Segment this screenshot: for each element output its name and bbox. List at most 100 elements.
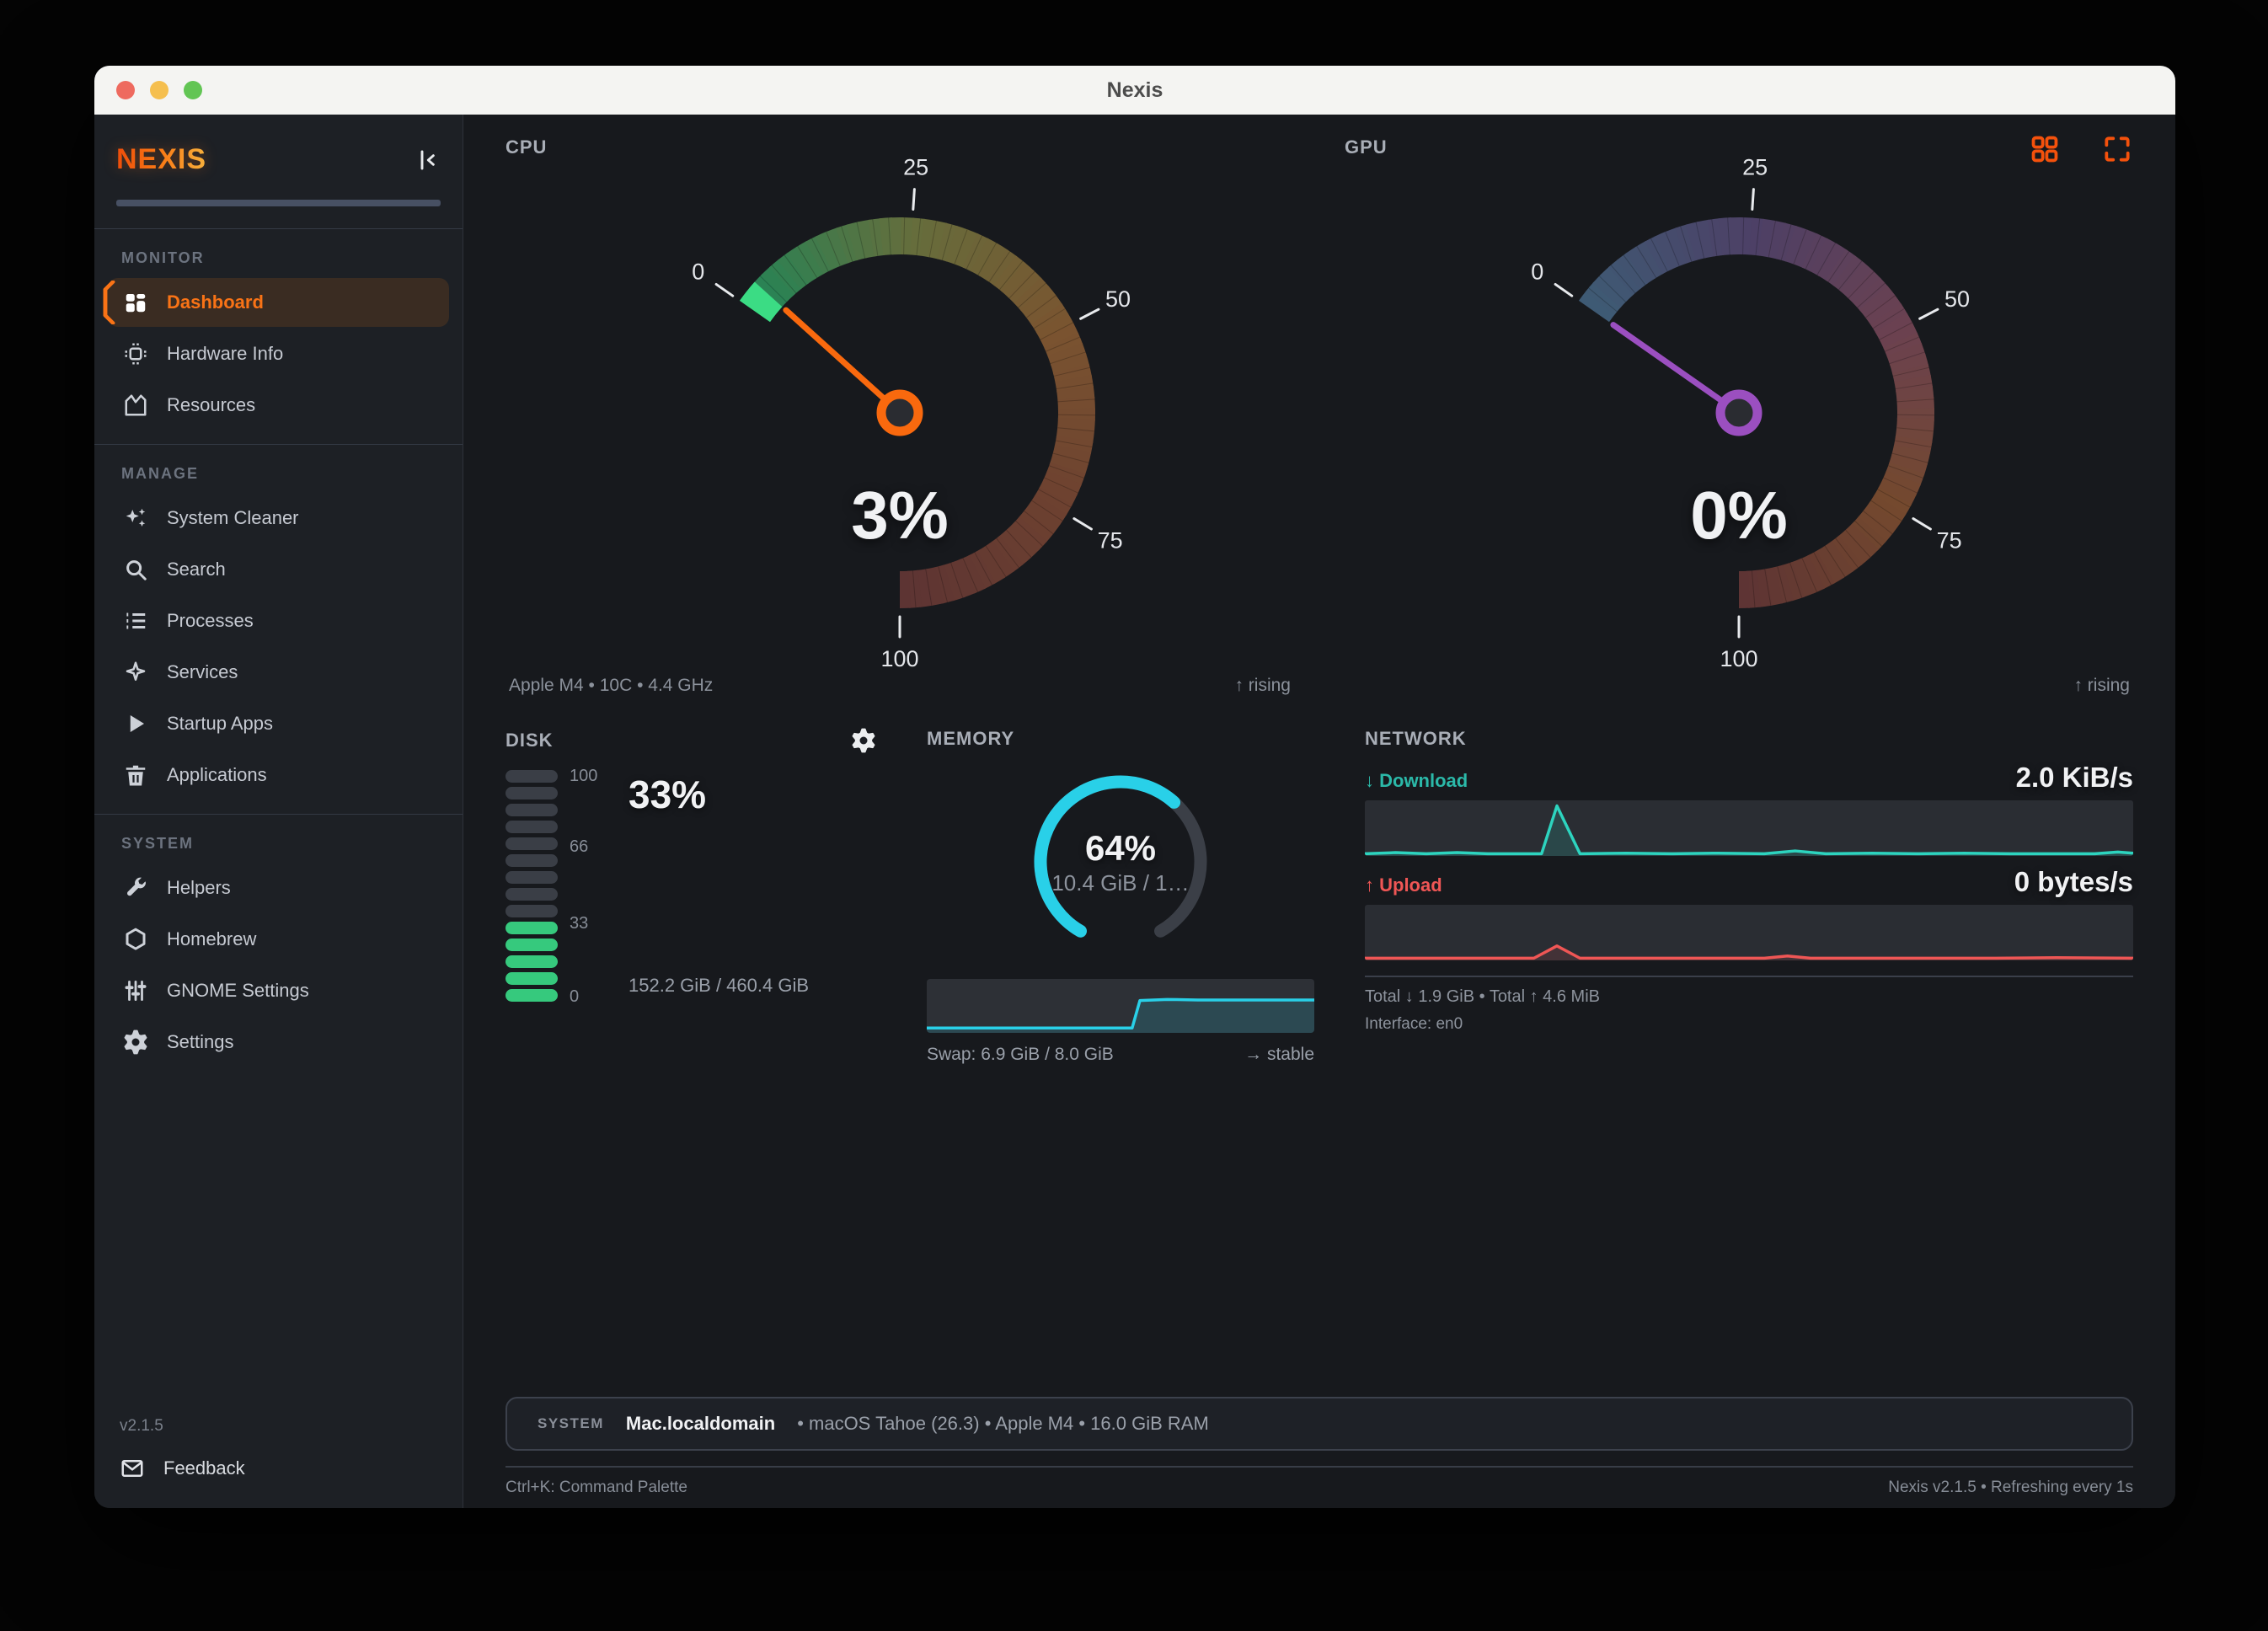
sidebar-item-applications[interactable]: Applications bbox=[108, 751, 449, 799]
disk-segment bbox=[505, 938, 558, 951]
sidebar-item-label: Processes bbox=[167, 610, 254, 631]
disk-scale-tick: 100 bbox=[570, 767, 598, 785]
hostname: Mac.localdomain bbox=[625, 1413, 776, 1434]
traffic-lights bbox=[116, 81, 202, 99]
cpu-gauge: 0 25 50 75 100 bbox=[692, 158, 1131, 671]
sidebar-item-services[interactable]: Services bbox=[108, 648, 449, 697]
disk-usage-label: 152.2 GiB / 460.4 GiB bbox=[629, 975, 810, 996]
disk-segment bbox=[505, 787, 558, 799]
network-interface: Interface: en0 bbox=[1365, 1015, 1463, 1033]
network-totals: Total ↓ 1.9 GiB • Total ↑ 4.6 MiB bbox=[1365, 987, 1600, 1006]
sparkles-icon bbox=[123, 505, 148, 531]
network-panel-title: NETWORK bbox=[1365, 728, 1467, 749]
disk-segment bbox=[505, 804, 558, 816]
cpu-caption: Apple M4 • 10C • 4.4 GHz bbox=[509, 676, 714, 695]
sidebar-item-resources[interactable]: Resources bbox=[108, 381, 449, 430]
disk-segment bbox=[505, 905, 558, 917]
sidebar-item-label: Homebrew bbox=[167, 928, 257, 949]
svg-text:50: 50 bbox=[1944, 286, 1970, 312]
disk-segment bbox=[505, 955, 558, 968]
mail-icon bbox=[120, 1456, 145, 1481]
gpu-panel: GPU 0 25 50 75 100 0% ↑ rising bbox=[1345, 136, 2133, 704]
divider bbox=[1365, 976, 2133, 977]
memory-percent: 64% bbox=[1084, 827, 1157, 868]
sidebar-item-label: Startup Apps bbox=[167, 713, 273, 734]
svg-text:0: 0 bbox=[1531, 259, 1543, 285]
upload-chart bbox=[1365, 905, 2133, 960]
memory-swap-chart bbox=[927, 979, 1314, 1033]
window-title: Nexis bbox=[1106, 78, 1163, 102]
sidebar-item-gnome-settings[interactable]: GNOME Settings bbox=[108, 966, 449, 1015]
active-indicator bbox=[102, 281, 115, 324]
svg-text:50: 50 bbox=[1105, 286, 1131, 312]
sidebar-item-settings[interactable]: Settings bbox=[108, 1018, 449, 1067]
sidebar-item-label: Hardware Info bbox=[167, 343, 284, 364]
system-bar-label: SYSTEM bbox=[538, 1415, 604, 1431]
gpu-panel-title: GPU bbox=[1345, 136, 1388, 158]
sidebar-item-label: Helpers bbox=[167, 877, 231, 898]
disk-segment bbox=[505, 989, 558, 1002]
svg-text:25: 25 bbox=[903, 158, 928, 180]
feedback-label: Feedback bbox=[163, 1457, 245, 1479]
sidebar-item-label: Services bbox=[167, 661, 238, 682]
disk-scale-tick: 66 bbox=[570, 837, 589, 856]
disk-segment bbox=[505, 821, 558, 833]
sidebar-collapse-icon[interactable] bbox=[414, 147, 441, 174]
upload-value: 0 bytes/s bbox=[2014, 866, 2133, 897]
search-icon bbox=[123, 557, 148, 582]
download-label: ↓ Download bbox=[1365, 770, 1468, 791]
disk-segment bbox=[505, 888, 558, 901]
svg-text:25: 25 bbox=[1742, 158, 1768, 180]
sidebar-item-helpers[interactable]: Helpers bbox=[108, 864, 449, 912]
sidebar-item-processes[interactable]: Processes bbox=[108, 596, 449, 645]
gpu-trend-badge: ↑ rising bbox=[2073, 676, 2130, 695]
sidebar-item-hardware-info[interactable]: Hardware Info bbox=[108, 329, 449, 378]
list-icon bbox=[123, 608, 148, 634]
play-icon bbox=[123, 711, 148, 736]
fullscreen-icon[interactable] bbox=[2101, 133, 2133, 165]
sidebar-item-search[interactable]: Search bbox=[108, 545, 449, 594]
sidebar-item-system-cleaner[interactable]: System Cleaner bbox=[108, 494, 449, 543]
sidebar-item-dashboard[interactable]: Dashboard bbox=[103, 278, 449, 327]
close-button[interactable] bbox=[116, 81, 135, 99]
disk-settings-gear-icon[interactable] bbox=[851, 728, 876, 753]
disk-usage-bars bbox=[505, 770, 558, 1002]
dashboard-icon bbox=[123, 290, 148, 315]
memory-panel: MEMORY 64% 10.4 GiB / 1… bbox=[927, 728, 1314, 1065]
gpu-value: 0% bbox=[1690, 478, 1788, 553]
network-panel: NETWORK ↓ Download 2.0 KiB/s ↑ Upload 0 … bbox=[1365, 728, 2133, 1065]
gpu-gauge: 0 25 50 75 100 bbox=[1531, 158, 1970, 671]
sidebar-item-feedback[interactable]: Feedback bbox=[94, 1446, 463, 1508]
sliders-icon bbox=[123, 978, 148, 1003]
main-content: CPU 0 25 50 75 100 3% Apple M4 • 10C • 4.4 G… bbox=[463, 115, 2175, 1508]
download-value: 2.0 KiB/s bbox=[2015, 762, 2133, 793]
app-logo: NEXIS bbox=[116, 143, 207, 175]
sidebar: NEXIS MONITOR Dashboard Hardware Info Resou… bbox=[94, 115, 463, 1508]
titlebar[interactable]: Nexis bbox=[94, 66, 2175, 115]
grid-layout-icon[interactable] bbox=[2029, 133, 2061, 165]
disk-scale-tick: 33 bbox=[570, 914, 589, 933]
disk-panel: DISK 100 66 33 0 33% 152.2 Gi bbox=[505, 728, 876, 1065]
sidebar-item-label: Settings bbox=[167, 1031, 234, 1052]
sidebar-section-label: SYSTEM bbox=[121, 835, 195, 852]
sidebar-item-startup-apps[interactable]: Startup Apps bbox=[108, 699, 449, 748]
memory-panel-title: MEMORY bbox=[927, 728, 1015, 749]
app-version: v2.1.5 bbox=[120, 1417, 163, 1435]
disk-segment bbox=[505, 922, 558, 934]
svg-text:100: 100 bbox=[880, 646, 918, 671]
disk-segment bbox=[505, 871, 558, 884]
sidebar-section-label: MANAGE bbox=[121, 465, 199, 482]
svg-text:100: 100 bbox=[1720, 646, 1757, 671]
svg-text:75: 75 bbox=[1937, 527, 1962, 553]
disk-panel-title: DISK bbox=[505, 730, 554, 751]
minimize-button[interactable] bbox=[150, 81, 168, 99]
command-palette-hint: Ctrl+K: Command Palette bbox=[505, 1479, 687, 1496]
cpu-panel-title: CPU bbox=[505, 136, 548, 158]
system-bar: SYSTEM Mac.localdomain • macOS Tahoe (26… bbox=[505, 1397, 2133, 1451]
hexagon-icon bbox=[123, 927, 148, 952]
maximize-button[interactable] bbox=[184, 81, 202, 99]
disk-percent: 33% bbox=[629, 773, 707, 816]
sidebar-item-label: Applications bbox=[167, 764, 267, 785]
sidebar-sections: MONITOR Dashboard Hardware Info Resources MA… bbox=[94, 229, 463, 1081]
sidebar-item-homebrew[interactable]: Homebrew bbox=[108, 915, 449, 964]
